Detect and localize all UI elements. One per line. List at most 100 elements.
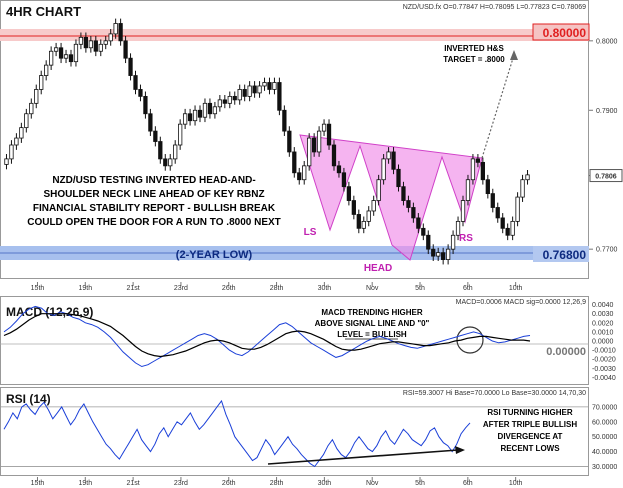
- candle-body: [421, 227, 426, 236]
- candle-body: [143, 95, 148, 115]
- candle: [515, 192, 520, 227]
- candle: [272, 77, 277, 95]
- macd-y-tick-label: -0.0020: [592, 357, 616, 364]
- rsi-y-tick-label: 50.0000: [592, 434, 617, 441]
- candle-body: [297, 172, 302, 181]
- main-panel-frame: [0, 0, 589, 279]
- candle-body: [316, 130, 322, 153]
- candle: [361, 216, 366, 234]
- candle: [138, 84, 143, 102]
- candle: [356, 209, 361, 234]
- candle: [302, 160, 307, 185]
- candle-body: [108, 33, 113, 42]
- candle-body: [510, 220, 515, 236]
- rsi-annotation-3: DIVERGENCE AT: [498, 432, 563, 441]
- macd-zero-label: 0.00000: [546, 346, 586, 358]
- macd-lines: [3, 305, 531, 368]
- candle-body: [222, 99, 227, 104]
- resistance-price-box: [532, 23, 590, 41]
- x-tick-label: 19th: [78, 285, 92, 292]
- resistance-price-label: 0.80000: [543, 26, 587, 40]
- annotation-line-1: NZD/USD TESTING INVERTED HEAD-AND-: [52, 175, 255, 186]
- candle: [411, 202, 416, 223]
- candle-body: [525, 174, 530, 181]
- candle-body: [386, 151, 391, 160]
- candle: [376, 174, 381, 206]
- candle: [485, 174, 490, 199]
- rsi-annotation-4: RECENT LOWS: [500, 444, 560, 453]
- macd-y-axis: 0.0040 0.0030 0.0020 0.0010 0.0000 -0.0010 -0.…: [592, 302, 616, 382]
- candle-body: [242, 89, 247, 97]
- candle-body: [34, 89, 39, 104]
- candle: [396, 164, 401, 192]
- candle-body: [426, 234, 431, 250]
- candle: [445, 244, 451, 265]
- main-chart-title: 4HR CHART: [6, 4, 81, 19]
- candle-body: [396, 168, 401, 188]
- x-tick-label: Nov: [366, 285, 379, 292]
- candle-body: [158, 141, 163, 160]
- candle-body: [267, 82, 272, 90]
- candle-body: [361, 220, 366, 229]
- candle: [49, 46, 54, 70]
- candle-body: [232, 95, 237, 101]
- candle: [78, 32, 84, 50]
- candle-body: [431, 248, 436, 257]
- candle-body: [49, 50, 54, 66]
- candle-body: [411, 207, 416, 219]
- candle: [406, 195, 411, 213]
- candle-body: [436, 252, 441, 257]
- rsi-series: [3, 399, 471, 468]
- candle-body: [292, 151, 297, 174]
- right-shoulder-label: RS: [459, 233, 473, 244]
- candle: [520, 174, 525, 202]
- candle: [421, 223, 426, 241]
- candle: [465, 174, 471, 206]
- candles: [4, 18, 530, 265]
- macd-title: MACD (12,26,9): [6, 305, 93, 319]
- candle-body: [187, 113, 193, 122]
- candle-body: [465, 179, 471, 201]
- macd-y-tick-label: 0.0020: [592, 320, 614, 327]
- current-price-box: [589, 169, 623, 183]
- candle-body: [515, 196, 520, 222]
- candle-body: [455, 220, 461, 236]
- inverted-head-shoulders-pattern: [299, 134, 483, 261]
- candle: [29, 98, 34, 119]
- candle-body: [217, 99, 222, 108]
- rsi-panel-frame: [0, 387, 589, 476]
- candle-body: [4, 158, 9, 165]
- candle-body: [416, 217, 421, 229]
- macd-header: MACD=0.0006 MACD sig=0.0000 12,26,9: [456, 299, 586, 306]
- rsi-header: RSI=59.3007 Hi Base=70.0000 Lo Base=30.0…: [403, 390, 586, 397]
- x-tick-label: 21st: [126, 480, 139, 487]
- rsi-y-tick-label: 40.0000: [592, 449, 617, 456]
- candle: [307, 133, 312, 171]
- candle-body: [202, 102, 208, 118]
- candle-body: [118, 23, 123, 42]
- candle: [207, 98, 213, 119]
- candle: [416, 213, 421, 234]
- candle: [401, 181, 406, 206]
- candle-body: [14, 137, 19, 146]
- candle-body: [505, 227, 510, 236]
- candle: [128, 53, 133, 81]
- candle-body: [227, 95, 232, 104]
- candle-body: [485, 179, 490, 195]
- candle-body: [331, 144, 337, 167]
- rsi-title: RSI (14): [6, 392, 51, 406]
- signal-line: [3, 313, 531, 358]
- candle: [391, 147, 396, 175]
- candle-body: [58, 47, 64, 59]
- candle: [187, 108, 193, 126]
- candle-body: [307, 137, 312, 167]
- support-label: (2-YEAR LOW): [176, 249, 253, 261]
- candle: [153, 126, 158, 147]
- candle: [321, 119, 327, 136]
- candle-body: [450, 234, 456, 250]
- candle-body: [441, 252, 446, 260]
- candle: [148, 108, 153, 136]
- candle: [475, 154, 481, 168]
